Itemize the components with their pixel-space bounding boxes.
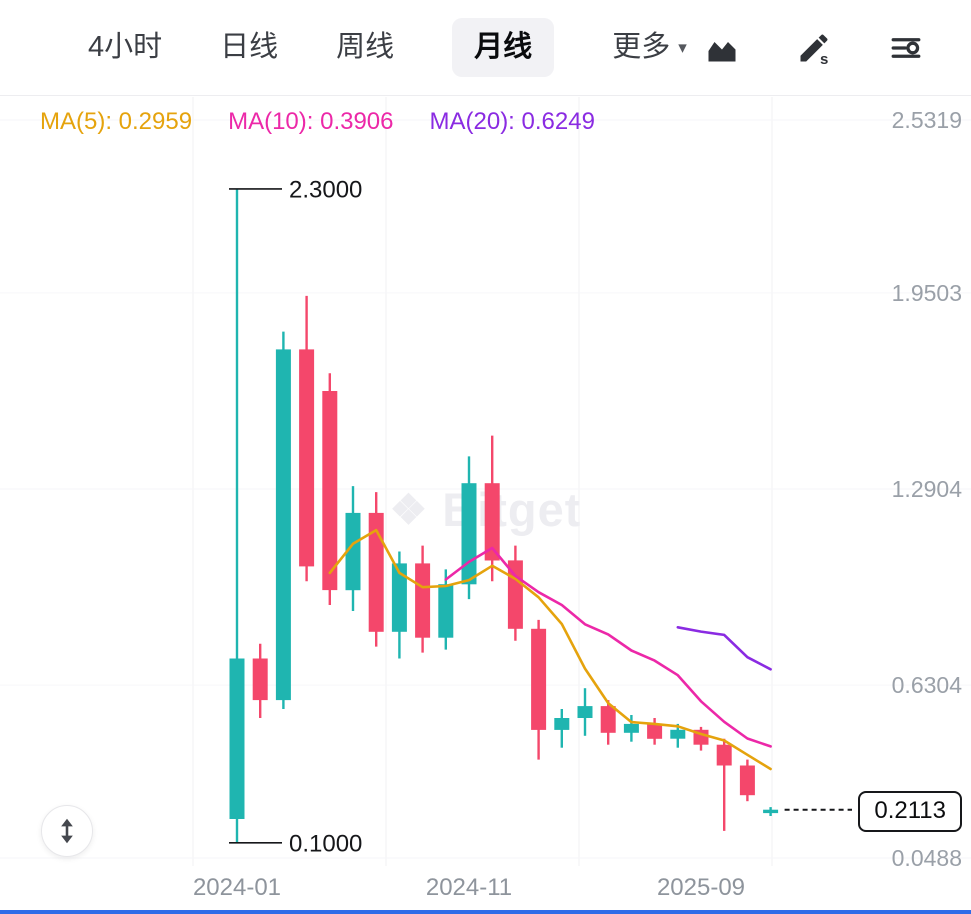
chart-style-icon[interactable]	[701, 27, 743, 69]
price-annotation-label: 0.1000	[289, 830, 362, 857]
indicator-settings-icon[interactable]	[885, 27, 927, 69]
candle-body	[322, 391, 338, 591]
candle-body	[600, 706, 616, 733]
tab-monthly[interactable]: 月线	[452, 18, 555, 77]
candle-body	[391, 563, 407, 632]
candle-body	[623, 723, 639, 733]
candle-body	[252, 658, 268, 701]
x-axis-label: 2024-01	[192, 874, 282, 901]
chart-toolbar: 4小时 日线 周线 月线 更多 ▾ s	[0, 0, 971, 96]
candle-body	[577, 706, 593, 718]
candle-body	[763, 809, 779, 814]
ma10-line	[444, 546, 772, 748]
tab-weekly[interactable]: 周线	[336, 31, 395, 63]
bitget-logo-icon: ❖	[389, 485, 429, 533]
current-price-tag: 0.2113	[858, 790, 962, 832]
timeframe-tabs: 4小时 日线 周线 月线 更多 ▾	[88, 18, 687, 77]
candle-body	[345, 512, 361, 591]
tab-4hour[interactable]: 4小时	[88, 31, 163, 63]
ma5-legend: MA(5): 0.2959	[40, 108, 193, 135]
draw-tools-icon[interactable]: s	[793, 27, 835, 69]
candle-body	[670, 729, 686, 739]
y-axis-label: 0.0488	[891, 845, 962, 871]
candle-body	[739, 765, 755, 796]
candle-body	[716, 744, 732, 766]
candle-body	[229, 658, 245, 819]
candle-body	[461, 483, 477, 585]
x-axis-label: 2025-09	[656, 874, 746, 901]
toolbar-tools: s	[701, 27, 927, 69]
y-axis-label: 2.5319	[891, 107, 962, 133]
candle-body	[275, 349, 291, 701]
ma-legend: MA(5): 0.2959 MA(10): 0.3906 MA(20): 0.6…	[40, 108, 595, 136]
candle-body	[299, 349, 315, 567]
chevron-down-icon: ▾	[678, 38, 687, 57]
ma10-legend: MA(10): 0.3906	[228, 108, 394, 135]
candle-body	[531, 628, 547, 730]
more-dropdown-button[interactable]: 更多 ▾	[612, 33, 687, 62]
candle-body	[415, 563, 431, 638]
x-axis-label: 2024-11	[425, 874, 513, 901]
candle-body	[484, 483, 500, 561]
tab-daily[interactable]: 日线	[220, 31, 279, 63]
candle-body	[647, 723, 663, 739]
up-down-arrows-icon	[61, 818, 73, 844]
svg-text:s: s	[820, 50, 828, 65]
price-annotation-label: 2.3000	[289, 176, 362, 203]
ma20-line	[676, 625, 772, 671]
candle-body	[368, 512, 384, 632]
ma20-legend: MA(20): 0.6249	[429, 108, 595, 135]
ma5-line	[328, 528, 772, 771]
y-axis-label: 0.6304	[891, 672, 962, 699]
y-axis-label: 1.9503	[891, 279, 962, 306]
price-scale-button[interactable]	[41, 805, 93, 857]
bottom-accent-line	[0, 910, 971, 914]
candle-body	[438, 584, 454, 638]
y-axis-label: 1.2904	[891, 475, 962, 502]
more-label: 更多	[612, 31, 671, 63]
candle-body	[554, 718, 570, 730]
